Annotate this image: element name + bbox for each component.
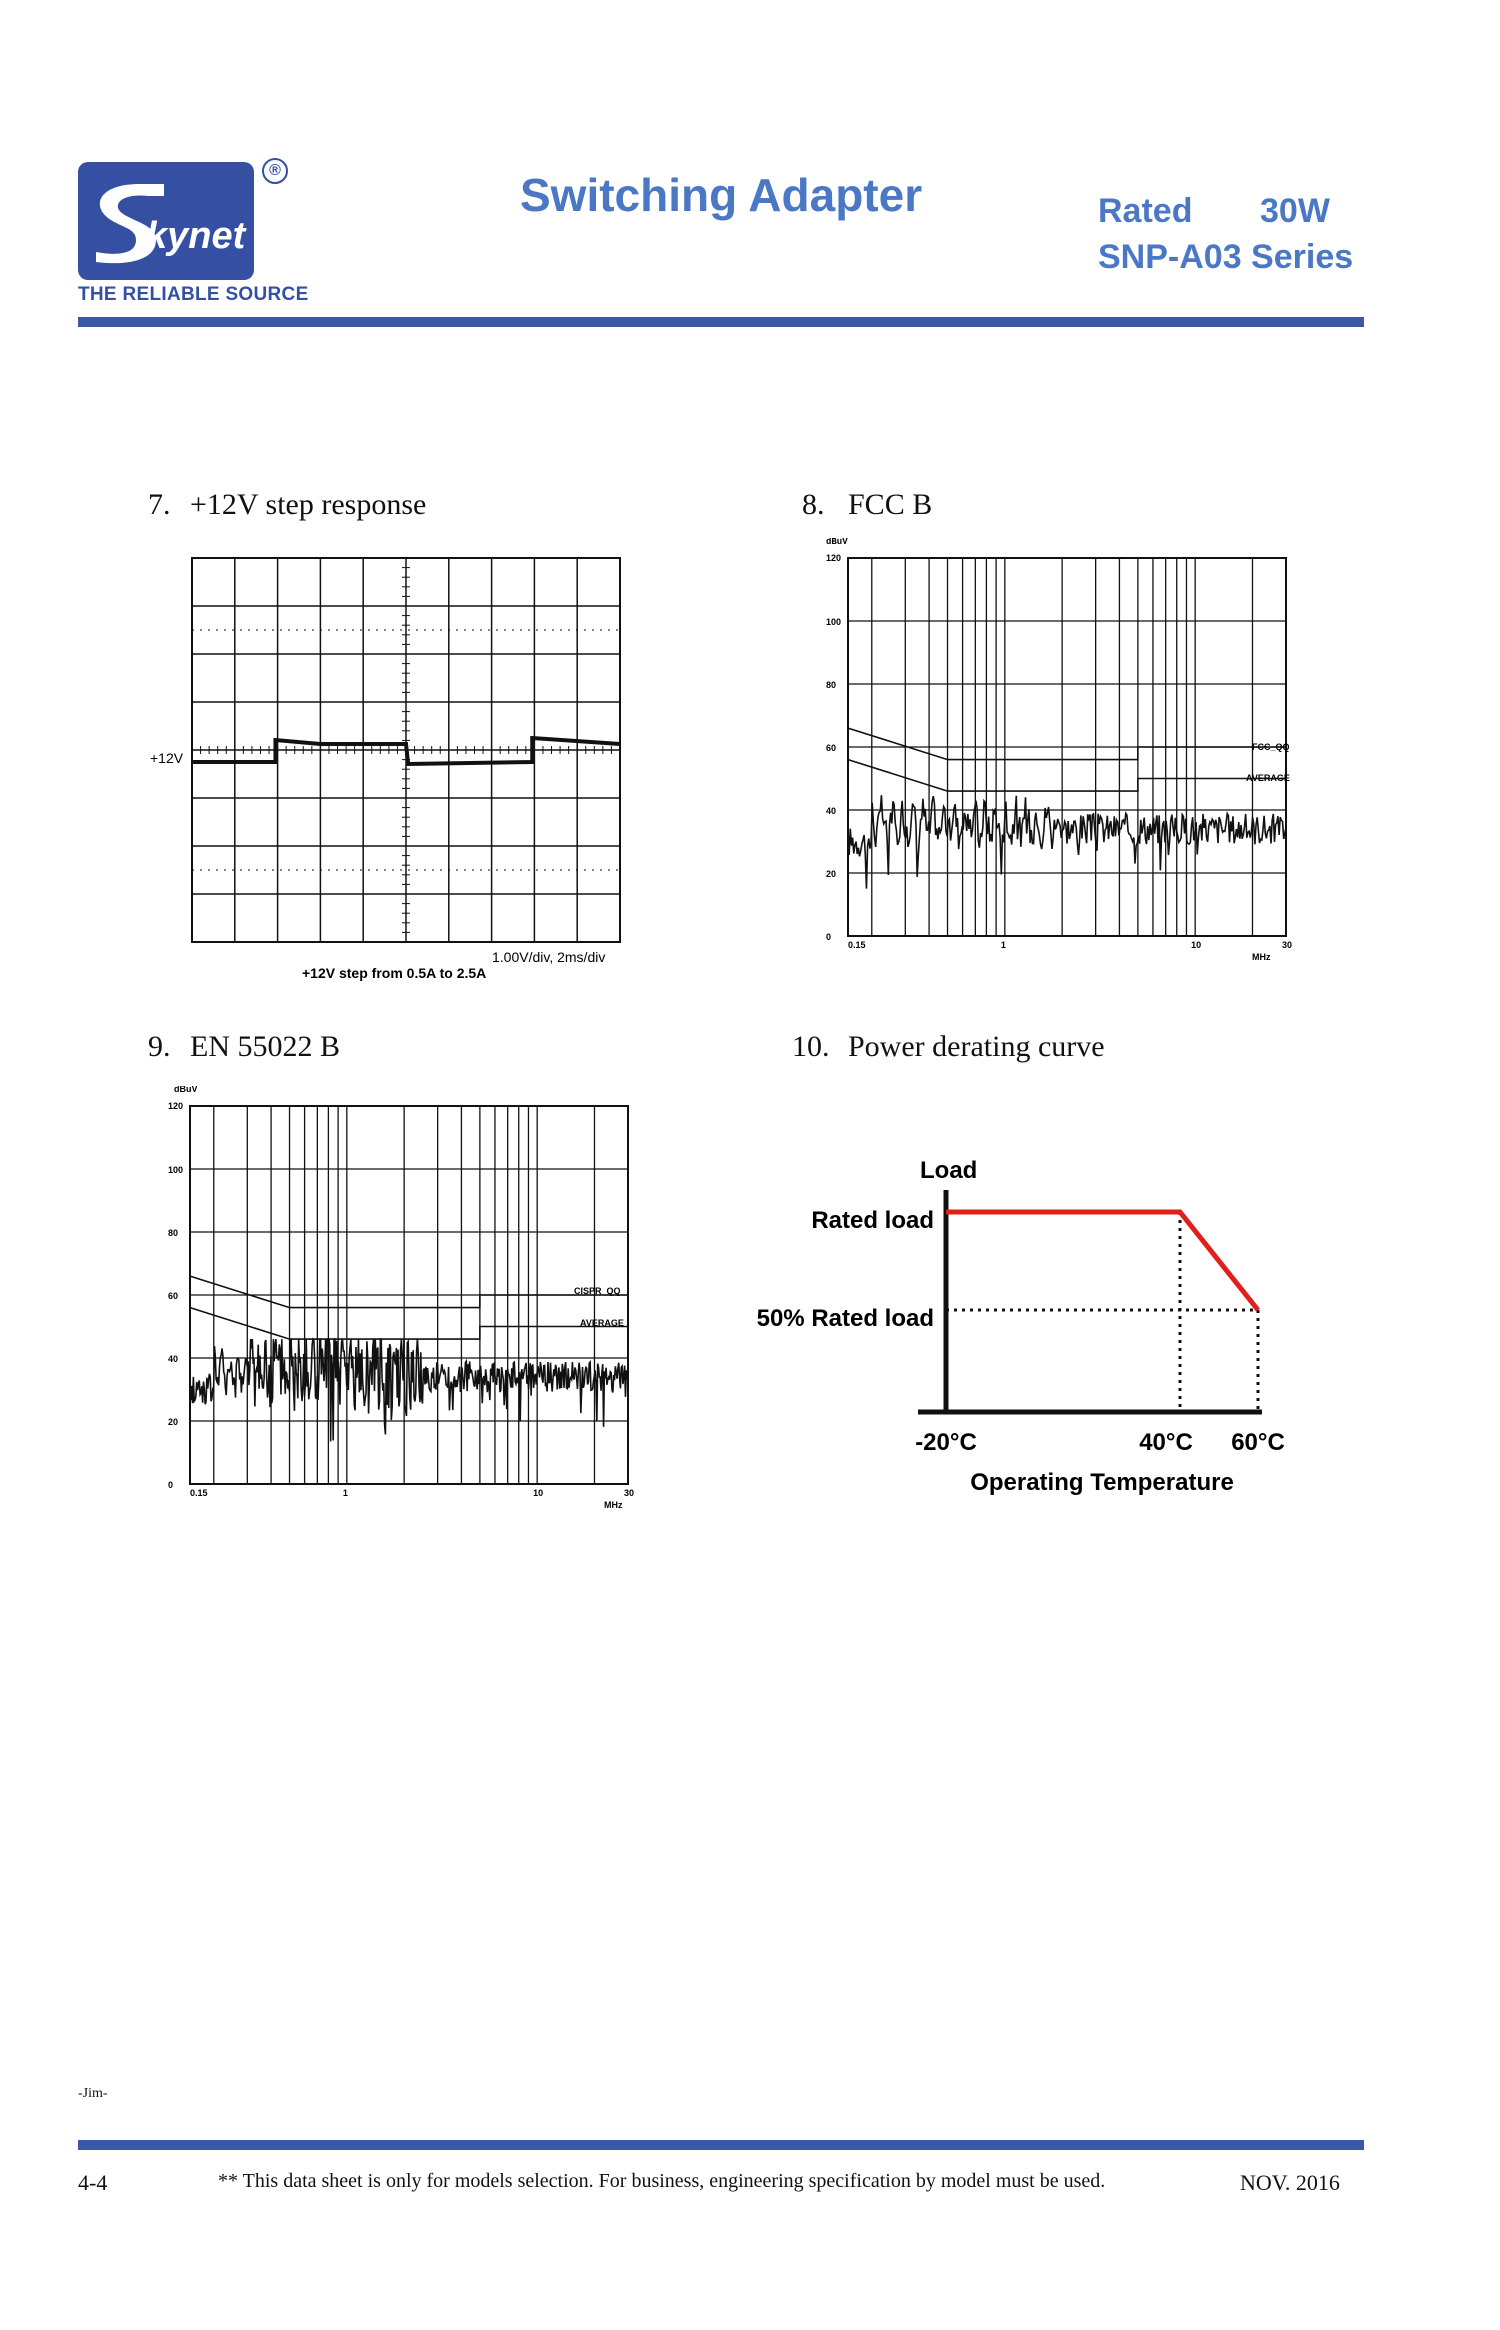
en-ytick: 80: [168, 1228, 178, 1238]
en-ytick: 60: [168, 1291, 178, 1301]
scope-grid: [191, 557, 621, 943]
fcc-ytick: 120: [826, 553, 841, 563]
section-8-title: FCC B: [848, 488, 933, 521]
fcc-x-unit: MHz: [1252, 952, 1271, 962]
en-unit: dBuV: [174, 1086, 198, 1094]
fcc-xtick: 1: [1001, 940, 1006, 950]
en-ytick: 100: [168, 1165, 183, 1175]
en-avg-limit: [189, 1306, 628, 1340]
fcc-qp-limit: [847, 727, 1286, 761]
en-ytick: 120: [168, 1101, 183, 1111]
derating-curve: [946, 1209, 1260, 1312]
footer-divider: [78, 2140, 1364, 2150]
fcc-xtick: 30: [1282, 940, 1292, 950]
section-7-num: 7.: [148, 488, 171, 521]
header-divider: [78, 317, 1364, 327]
logo-tagline: THE RELIABLE SOURCE: [78, 284, 309, 305]
author-note: -Jim-: [78, 2086, 108, 2101]
fcc-ytick: 0: [826, 932, 831, 942]
fcc-b-emission-chart: 120 100 80 60 40 20 0 0.15 1 10 30 dBuV MHz FCC_QQ…: [826, 538, 1292, 962]
rated-power: 30W: [1260, 192, 1330, 230]
en-ytick: 40: [168, 1354, 178, 1364]
derating-xlabel: Operating Temperature: [970, 1469, 1234, 1496]
fcc-ytick: 20: [826, 869, 836, 879]
fcc-limit-avg-label: AVERAGE: [1246, 773, 1290, 783]
derating-tick-50pct: 50% Rated load: [757, 1305, 934, 1332]
en-xtick: 30: [624, 1488, 634, 1498]
page-title: Switching Adapter: [520, 169, 923, 221]
scope-scale: 1.00V/div, 2ms/div: [492, 949, 605, 965]
registered-mark: ®: [262, 158, 288, 184]
fcc-xtick: 0.15: [848, 940, 866, 950]
en-xtick: 0.15: [190, 1488, 208, 1498]
section-9-num: 9.: [148, 1030, 171, 1063]
fcc-xtick: 10: [1191, 940, 1201, 950]
date: NOV. 2016: [1240, 2170, 1340, 2195]
fcc-ytick: 100: [826, 617, 841, 627]
en-x-unit: MHz: [604, 1500, 623, 1510]
fcc-limit-qp-label: FCC_QQ: [1252, 742, 1290, 752]
derating-tick-rated: Rated load: [811, 1207, 934, 1234]
en-ytick: 20: [168, 1417, 178, 1427]
section-10-title: Power derating curve: [848, 1030, 1105, 1063]
en-qp-limit: [189, 1275, 628, 1309]
derating-tick-minus20: -20°C: [915, 1429, 977, 1456]
skynet-logo: kynet: [78, 162, 254, 280]
section-10-num: 10.: [792, 1030, 830, 1063]
fcc-grid: 120 100 80 60 40 20 0 0.15 1 10 30: [826, 553, 1292, 950]
fcc-ytick: 60: [826, 743, 836, 753]
logo-mark: kynet: [96, 184, 247, 264]
en-limit-qp-label: CISPR_QQ: [574, 1286, 621, 1296]
logo-text: kynet: [146, 215, 247, 257]
derating-tick-40: 40°C: [1139, 1429, 1193, 1456]
scope-caption: +12V step from 0.5A to 2.5A: [302, 965, 486, 981]
fcc-ytick: 40: [826, 806, 836, 816]
series-name: SNP-A03 Series: [1098, 238, 1354, 276]
en-limit-avg-label: AVERAGE: [580, 1318, 624, 1328]
section-9-title: EN 55022 B: [190, 1030, 340, 1063]
disclaimer: ** This data sheet is only for models se…: [218, 2170, 1106, 2192]
section-8-num: 8.: [802, 488, 825, 521]
fcc-unit: dBuV: [826, 538, 848, 547]
fcc-avg-limit: [847, 758, 1286, 792]
step-response-scope: +12V 1.00V/div, 2ms/div +12V step from 0…: [150, 557, 621, 981]
en-grid: 120 100 80 60 40 20 0 0.15 1 10 30: [168, 1101, 634, 1498]
en-xtick: 1: [343, 1488, 348, 1498]
fcc-ytick: 80: [826, 680, 836, 690]
en-emission-trace: [189, 1337, 629, 1442]
section-7-title: +12V step response: [190, 488, 427, 521]
power-derating-chart: Load Rated load 50% Rated load -20°C 40°…: [757, 1157, 1285, 1496]
en55022-emission-chart: 120 100 80 60 40 20 0 0.15 1 10 30 dBuV MHz CISPR_…: [168, 1086, 634, 1510]
en-xtick: 10: [533, 1488, 543, 1498]
derating-tick-60: 60°C: [1231, 1429, 1285, 1456]
scope-channel-label: +12V: [150, 750, 184, 766]
fcc-emission-trace: [847, 795, 1287, 889]
en-ytick: 0: [168, 1480, 173, 1490]
scope-waveform: [192, 735, 621, 767]
derating-ylabel: Load: [920, 1157, 977, 1184]
rated-label: Rated: [1098, 192, 1193, 230]
page-number: 4-4: [78, 2170, 108, 2195]
